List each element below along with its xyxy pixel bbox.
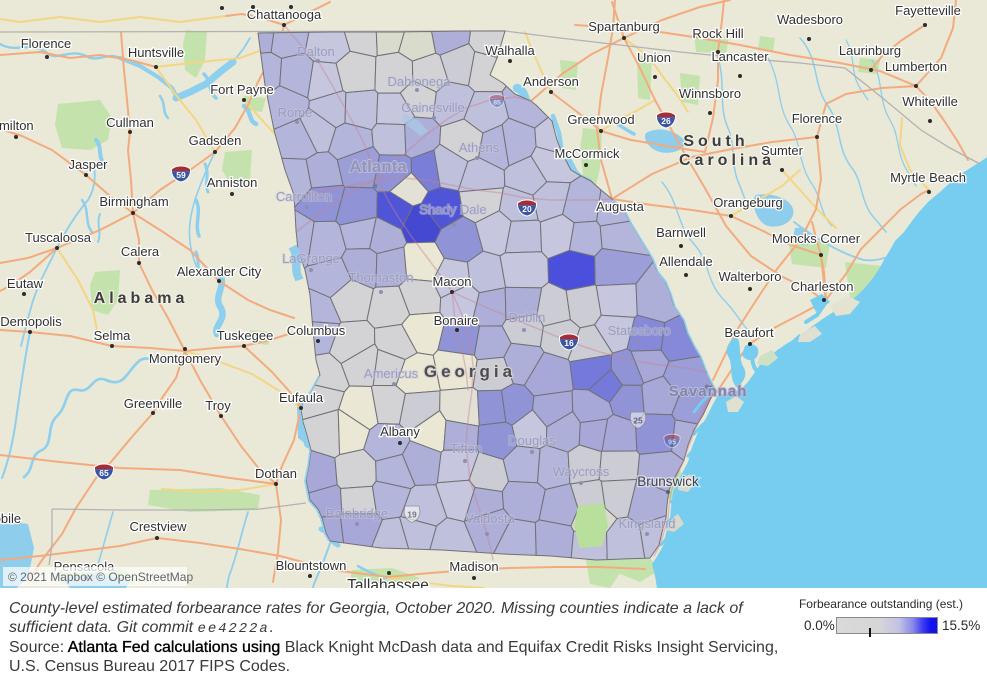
svg-text:Tallahassee: Tallahassee	[347, 577, 429, 588]
svg-text:Selma: Selma	[94, 328, 132, 343]
svg-text:Gadsden: Gadsden	[189, 133, 242, 148]
svg-text:Chattanooga: Chattanooga	[247, 7, 322, 22]
svg-text:Statesboro: Statesboro	[608, 323, 671, 338]
svg-text:Carrollton: Carrollton	[276, 189, 332, 204]
svg-text:Anderson: Anderson	[523, 74, 579, 89]
svg-text:20: 20	[522, 204, 532, 214]
svg-text:Orangeburg: Orangeburg	[713, 195, 782, 210]
svg-text:Blountstown: Blountstown	[276, 558, 347, 573]
svg-text:Thomaston: Thomaston	[348, 270, 413, 285]
svg-text:Barnwell: Barnwell	[656, 225, 706, 240]
svg-text:Crestview: Crestview	[129, 519, 187, 534]
svg-text:Kingsland: Kingsland	[618, 516, 675, 531]
svg-text:Carolina: Carolina	[679, 152, 775, 169]
svg-text:Jasper: Jasper	[68, 157, 108, 172]
svg-text:Walterboro: Walterboro	[718, 269, 781, 284]
svg-text:95: 95	[668, 438, 676, 447]
svg-text:Shady Dale: Shady Dale	[419, 202, 486, 217]
svg-text:Rock Hill: Rock Hill	[692, 26, 743, 41]
svg-text:Allendale: Allendale	[659, 254, 713, 269]
svg-text:16: 16	[564, 338, 574, 348]
svg-text:Calera: Calera	[121, 244, 160, 259]
svg-text:LaGrange: LaGrange	[282, 251, 340, 266]
svg-text:Demopolis: Demopolis	[0, 314, 62, 329]
svg-text:Atlanta: Atlanta	[349, 157, 407, 176]
svg-text:Myrtle Beach: Myrtle Beach	[890, 170, 966, 185]
svg-text:Cullman: Cullman	[106, 115, 154, 130]
svg-text:Moncks Corner: Moncks Corner	[772, 231, 861, 246]
svg-text:Winnsboro: Winnsboro	[679, 86, 741, 101]
svg-text:McCormick: McCormick	[555, 146, 620, 161]
svg-text:Albany: Albany	[380, 424, 420, 439]
svg-text:85: 85	[493, 99, 501, 106]
svg-text:Anniston: Anniston	[207, 175, 258, 190]
svg-text:Gainesville: Gainesville	[401, 100, 465, 115]
svg-text:Tuskegee: Tuskegee	[217, 328, 274, 343]
svg-text:Madison: Madison	[449, 559, 498, 574]
svg-text:19: 19	[407, 510, 417, 520]
svg-text:Dahlonega: Dahlonega	[388, 74, 452, 89]
svg-text:Fayetteville: Fayetteville	[895, 3, 961, 18]
svg-text:Hamilton: Hamilton	[0, 118, 34, 133]
svg-text:Sumter: Sumter	[761, 143, 804, 158]
svg-text:© 2021 Mapbox © OpenStreetMap: © 2021 Mapbox © OpenStreetMap	[8, 570, 193, 584]
svg-text:Augusta: Augusta	[596, 199, 644, 214]
svg-text:Americus: Americus	[364, 366, 419, 381]
svg-text:Waycross: Waycross	[553, 464, 610, 479]
svg-text:Douglas: Douglas	[508, 433, 556, 448]
svg-text:Eufaula: Eufaula	[279, 390, 324, 405]
svg-text:Georgia: Georgia	[424, 362, 516, 381]
svg-text:65: 65	[99, 468, 109, 478]
svg-text:Huntsville: Huntsville	[128, 45, 184, 60]
svg-text:Valdosta: Valdosta	[465, 511, 515, 526]
svg-text:Dothan: Dothan	[255, 466, 297, 481]
svg-text:59: 59	[176, 170, 186, 180]
svg-text:Laurinburg: Laurinburg	[839, 43, 901, 58]
svg-text:Florence: Florence	[792, 111, 843, 126]
svg-text:Whiteville: Whiteville	[902, 94, 958, 109]
svg-text:25: 25	[633, 416, 643, 426]
svg-text:Macon: Macon	[432, 274, 471, 289]
svg-text:Bonaire: Bonaire	[434, 313, 479, 328]
svg-text:26: 26	[661, 116, 671, 126]
svg-text:Tifton: Tifton	[450, 441, 482, 456]
svg-text:Brunswick: Brunswick	[637, 474, 699, 489]
svg-text:Lumberton: Lumberton	[885, 59, 947, 74]
svg-text:Bainbridge: Bainbridge	[326, 506, 388, 521]
svg-text:Rome: Rome	[278, 105, 313, 120]
svg-text:Greenville: Greenville	[124, 396, 183, 411]
svg-text:Montgomery: Montgomery	[149, 351, 222, 366]
svg-text:Savannah: Savannah	[669, 383, 748, 400]
svg-text:Lancaster: Lancaster	[711, 49, 769, 64]
svg-text:Union: Union	[637, 50, 671, 65]
svg-text:Charleston: Charleston	[791, 279, 854, 294]
svg-text:Greenwood: Greenwood	[567, 112, 634, 127]
svg-text:Troy: Troy	[205, 398, 231, 413]
svg-text:Athens: Athens	[459, 140, 500, 155]
svg-text:Florence: Florence	[21, 36, 72, 51]
svg-text:Alexander City: Alexander City	[177, 264, 262, 279]
svg-text:Mobile: Mobile	[0, 511, 21, 526]
svg-text:Wadesboro: Wadesboro	[777, 12, 843, 27]
svg-text:Dublin: Dublin	[509, 310, 546, 325]
svg-text:Birmingham: Birmingham	[99, 194, 168, 209]
svg-text:Fort Payne: Fort Payne	[210, 82, 274, 97]
svg-text:Columbus: Columbus	[287, 323, 346, 338]
svg-text:Spartanburg: Spartanburg	[588, 19, 660, 34]
svg-text:South: South	[683, 133, 748, 150]
svg-text:Walhalla: Walhalla	[485, 43, 535, 58]
svg-text:Eutaw: Eutaw	[7, 276, 44, 291]
svg-text:Beaufort: Beaufort	[724, 325, 774, 340]
svg-text:Dalton: Dalton	[297, 44, 335, 59]
svg-text:Alabama: Alabama	[94, 290, 189, 307]
svg-text:Tuscaloosa: Tuscaloosa	[25, 230, 92, 245]
